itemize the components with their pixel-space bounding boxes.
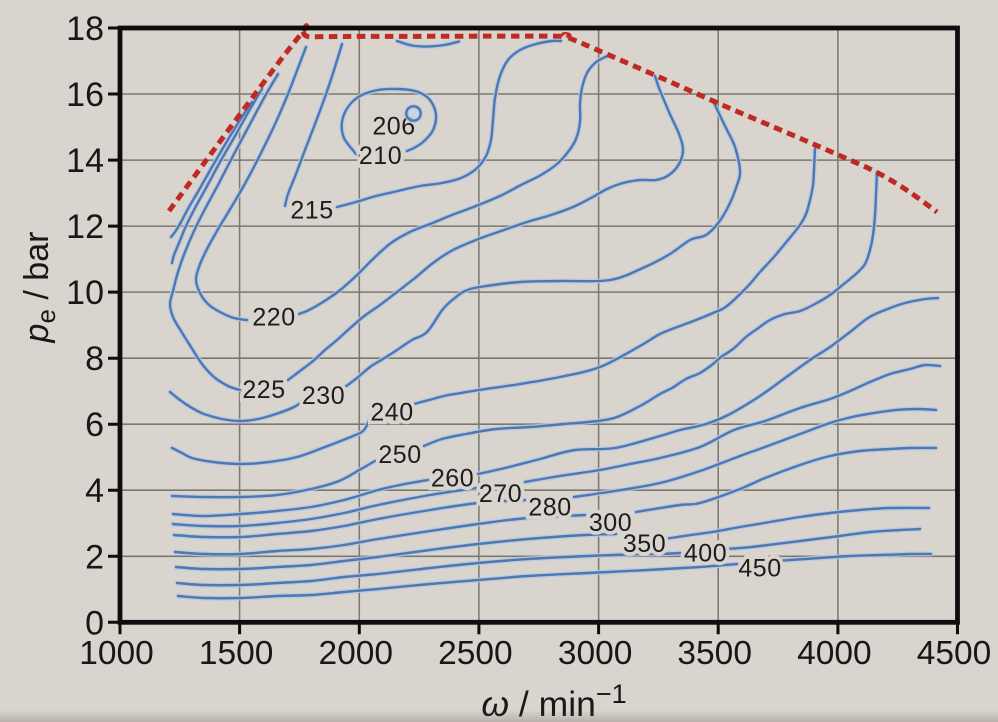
svg-text:16: 16 [66, 76, 104, 114]
svg-text:0: 0 [85, 604, 104, 642]
svg-text:250: 250 [378, 441, 421, 469]
svg-text:4000: 4000 [797, 635, 872, 672]
svg-text:240: 240 [370, 399, 413, 427]
svg-text:2500: 2500 [438, 635, 513, 672]
svg-text:3000: 3000 [558, 635, 633, 672]
svg-text:12: 12 [66, 208, 104, 246]
svg-text:pe / bar: pe / bar [18, 232, 61, 344]
svg-text:1000: 1000 [79, 635, 154, 672]
svg-text:18: 18 [66, 10, 104, 48]
svg-text:3500: 3500 [677, 635, 752, 672]
svg-text:210: 210 [359, 142, 402, 170]
svg-text:1500: 1500 [199, 635, 274, 672]
svg-text:220: 220 [252, 304, 295, 332]
svg-text:270: 270 [479, 480, 522, 508]
svg-text:6: 6 [85, 406, 104, 444]
svg-text:260: 260 [431, 465, 474, 493]
svg-text:10: 10 [66, 274, 104, 312]
svg-text:4: 4 [85, 472, 104, 510]
svg-text:215: 215 [290, 197, 333, 225]
svg-text:230: 230 [302, 382, 345, 410]
svg-text:2000: 2000 [319, 635, 394, 672]
svg-text:450: 450 [738, 555, 781, 583]
svg-text:280: 280 [528, 494, 571, 522]
svg-text:4500: 4500 [917, 635, 992, 672]
svg-text:14: 14 [66, 142, 104, 180]
svg-text:400: 400 [684, 540, 727, 568]
svg-text:300: 300 [589, 509, 632, 537]
svg-text:8: 8 [85, 340, 104, 378]
svg-text:350: 350 [623, 530, 666, 558]
svg-text:2: 2 [85, 538, 104, 576]
svg-text:225: 225 [242, 376, 285, 404]
